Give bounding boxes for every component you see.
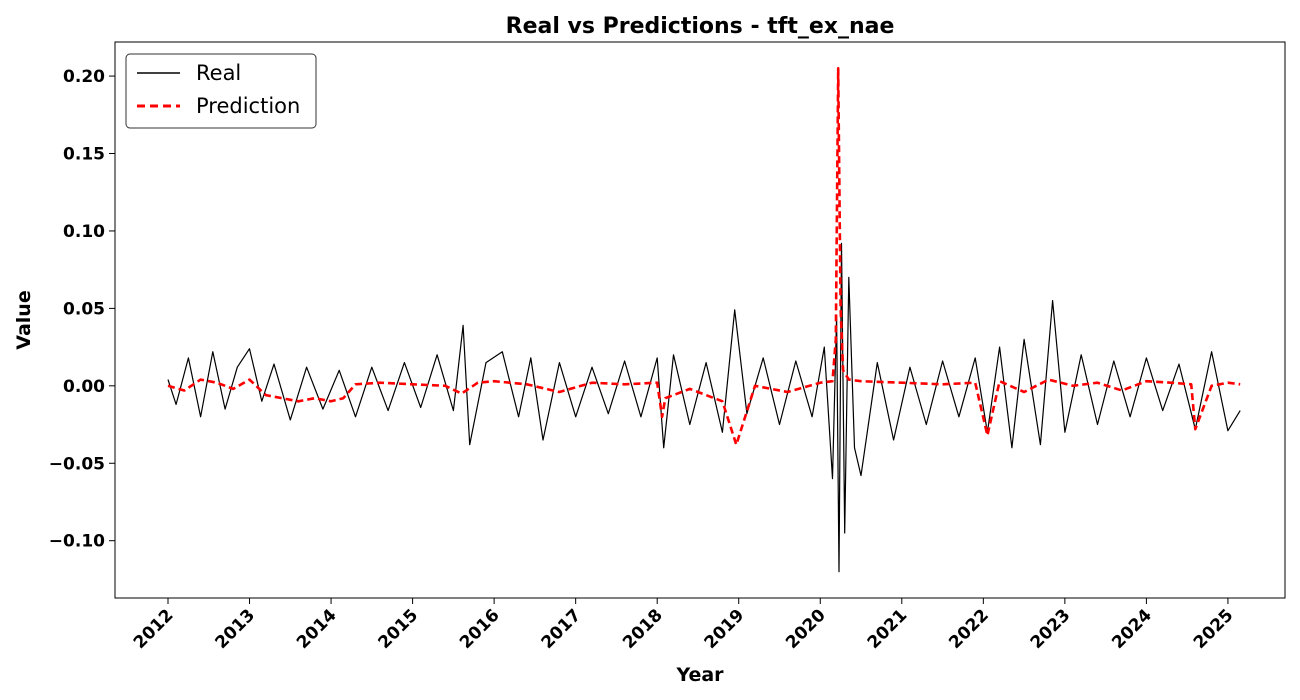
x-tick-label: 2012 (130, 605, 178, 653)
legend: Real Prediction (125, 53, 317, 129)
legend-real-label: Real (196, 61, 241, 85)
x-tick-label: 2014 (293, 605, 341, 653)
x-tick-label: 2023 (1027, 605, 1075, 653)
x-tick-label: 2020 (782, 605, 830, 653)
series-line-real (167, 242, 1241, 573)
y-tick-label: 0.00 (63, 377, 105, 397)
x-tick-label: 2017 (538, 605, 586, 653)
x-axis: 2012 2013 2014 2015 2016 2017 2018 2019 2020 2021… (130, 598, 1238, 653)
x-tick-label: 2015 (375, 605, 423, 653)
chart-title: Real vs Predictions - tft_ex_nae (506, 14, 895, 39)
y-tick-label: 0.15 (63, 145, 105, 165)
x-tick-label: 2013 (211, 605, 259, 653)
x-axis-label: Year (675, 664, 724, 686)
x-tick-label: 2022 (945, 605, 993, 653)
y-tick-label: 0.10 (63, 222, 105, 242)
y-tick-label: 0.20 (63, 67, 105, 87)
legend-prediction-label: Prediction (196, 94, 300, 118)
x-tick-label: 2025 (1190, 605, 1238, 653)
x-tick-label: 2021 (864, 605, 912, 653)
y-tick-label: −0.10 (49, 532, 105, 552)
series-layer (167, 67, 1241, 573)
y-tick-label: 0.05 (63, 299, 105, 319)
x-tick-label: 2018 (619, 605, 667, 653)
x-tick-label: 2016 (456, 605, 504, 653)
y-tick-label: −0.05 (49, 454, 105, 474)
x-tick-label: 2024 (1108, 605, 1156, 653)
y-axis: −0.10 −0.05 0.00 0.05 0.10 0.15 0.20 (49, 67, 115, 552)
x-tick-label: 2019 (701, 605, 749, 653)
y-axis-label: Value (13, 290, 35, 349)
plot-frame (114, 41, 1286, 599)
